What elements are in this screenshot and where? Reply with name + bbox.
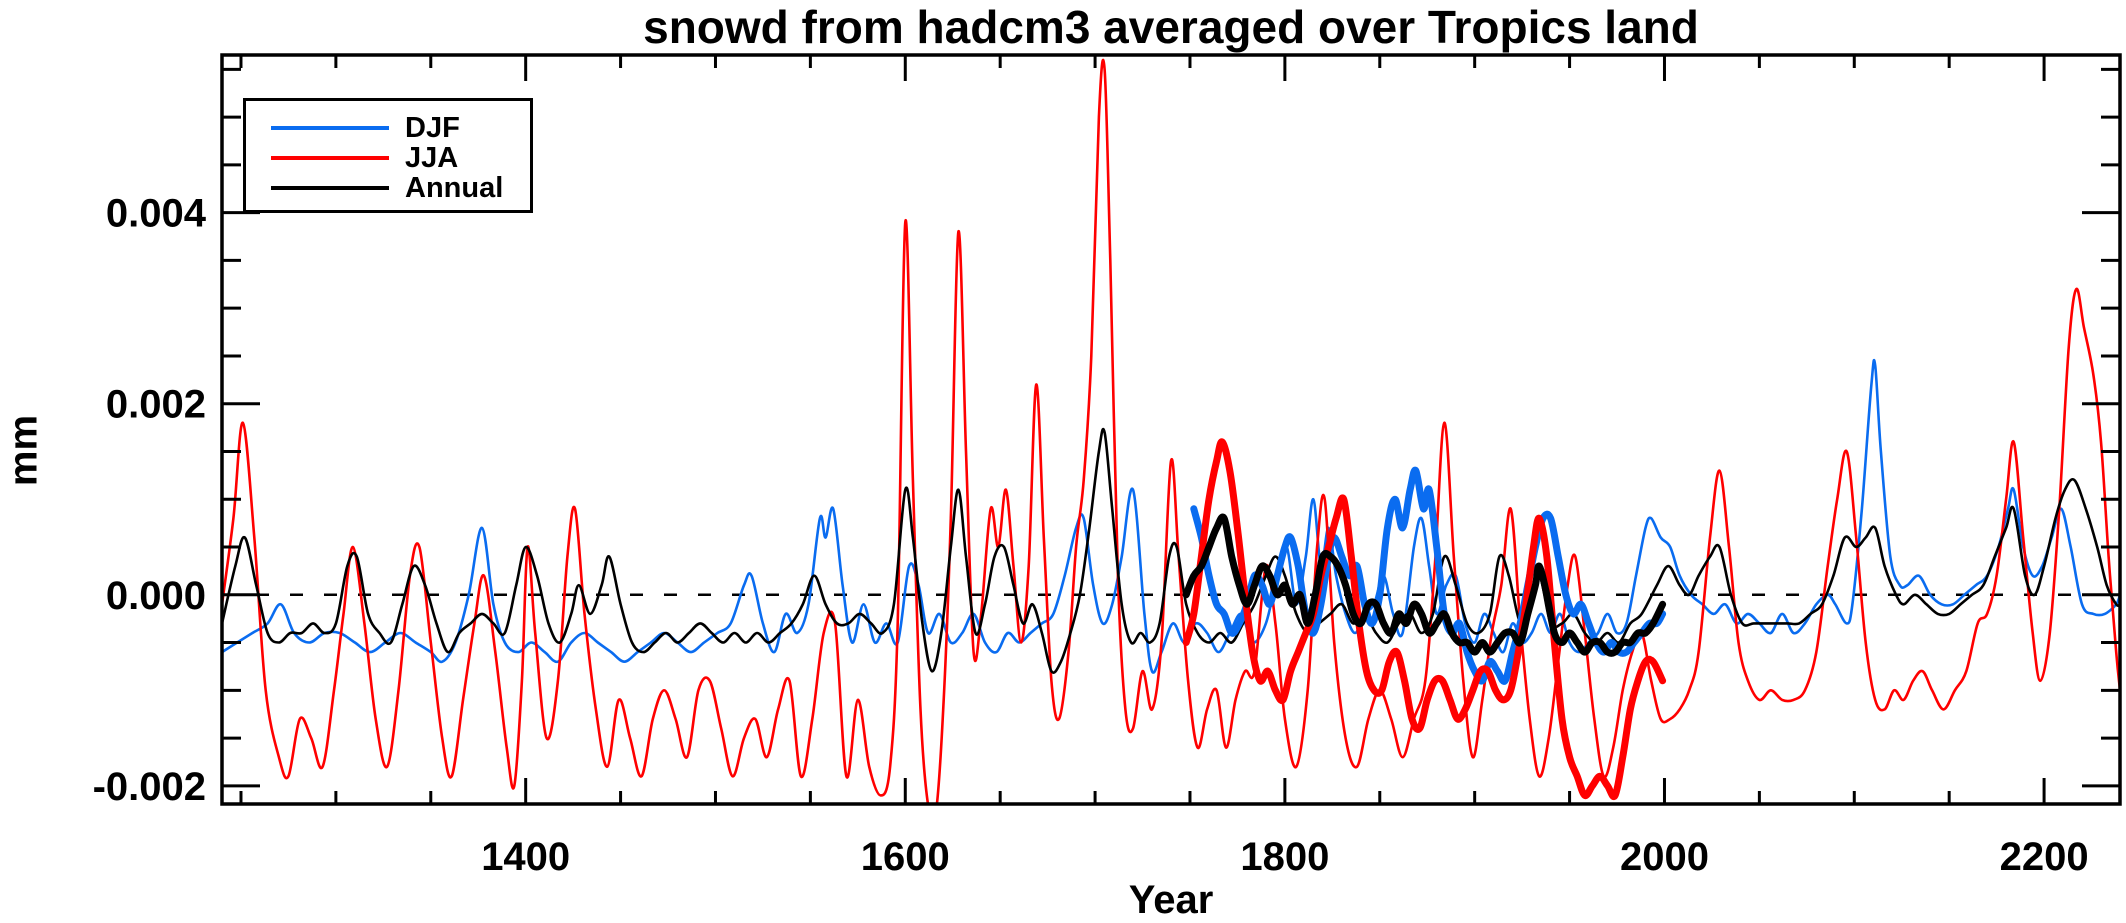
- y-tick-label: 0.002: [106, 383, 206, 427]
- series-layer: [222, 58, 2120, 804]
- y-tick-label: 0.004: [106, 192, 207, 236]
- y-tick-label: -0.002: [93, 765, 206, 809]
- x-axis-title: Year: [1128, 878, 1214, 922]
- legend-item-jja: JJA: [271, 143, 530, 173]
- x-tick-label: 2000: [1620, 835, 1709, 879]
- series-line-jja-thick: [1182, 438, 1667, 800]
- djf-line-swatch: [271, 126, 389, 130]
- legend-item-djf: DJF: [271, 113, 530, 143]
- series-line-jja-thin: [222, 58, 2120, 804]
- y-axis-title: mm: [1, 414, 46, 487]
- legend-label-annual: Annual: [405, 172, 504, 204]
- series-line-annual-thin: [222, 427, 2120, 674]
- x-tick-label: 1800: [1240, 835, 1329, 879]
- x-tick-label: 1600: [861, 835, 950, 879]
- series-line-annual-thick: [1182, 513, 1667, 657]
- legend-label-jja: JJA: [405, 142, 459, 174]
- x-tick-label: 1400: [481, 835, 570, 879]
- annual-line-swatch: [271, 186, 389, 190]
- axis-frame: [220, 53, 2122, 806]
- x-tick-label: 2200: [2000, 835, 2089, 879]
- legend-label-djf: DJF: [405, 112, 460, 144]
- legend-item-annual: Annual: [271, 173, 530, 203]
- jja-line-swatch: [271, 156, 389, 160]
- y-tick-label: 0.000: [106, 574, 206, 618]
- legend: DJF JJA Annual: [243, 98, 533, 213]
- chart-title: snowd from hadcm3 averaged over Tropics …: [643, 1, 1699, 53]
